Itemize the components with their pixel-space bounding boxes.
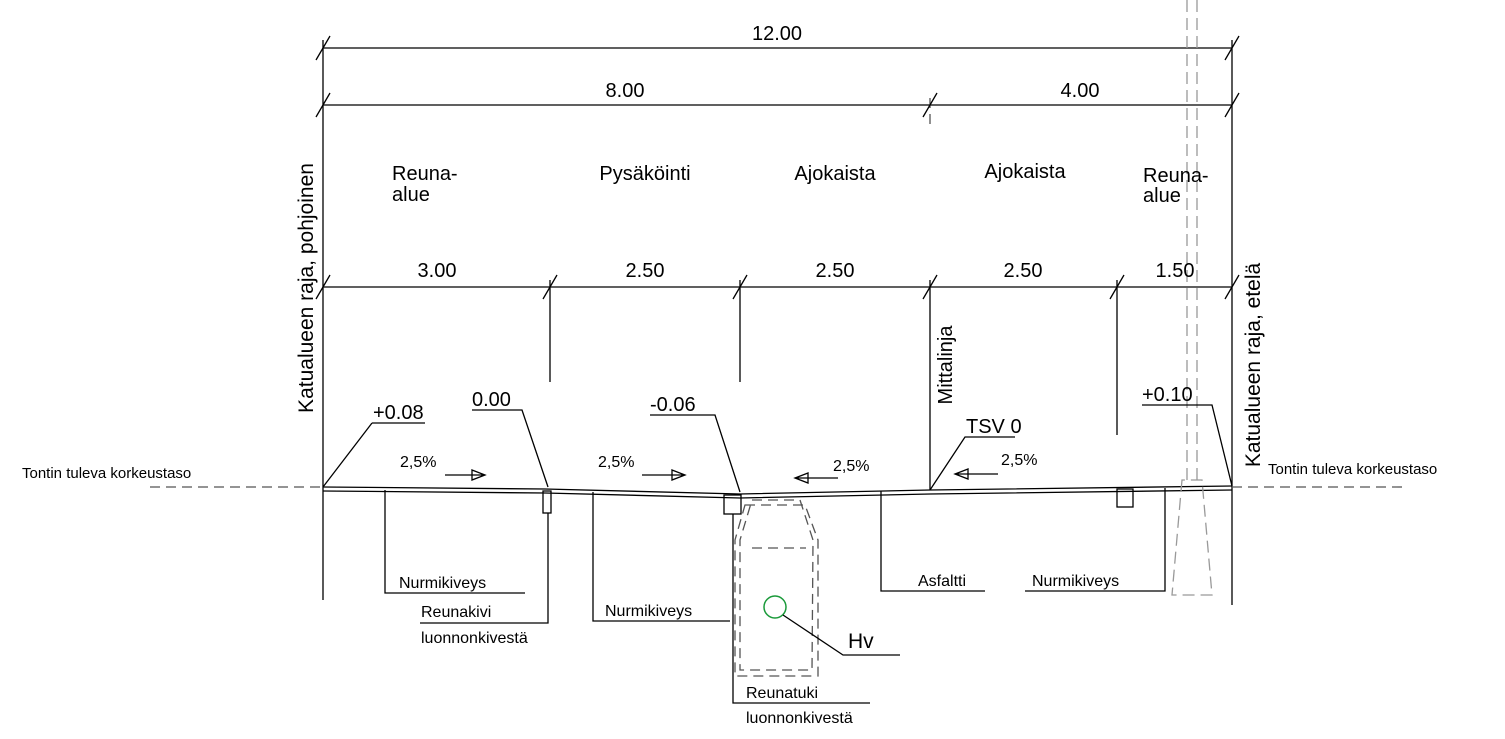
zone: Ajokaista — [984, 161, 1066, 183]
ground-level: Tontin tuleva korkeustaso — [1268, 461, 1437, 478]
measure-line: Mittalinja — [935, 325, 957, 405]
boundary: Katualueen raja, etelä — [1242, 263, 1265, 468]
dim: 12.00 — [752, 23, 802, 45]
zone: alue — [392, 184, 430, 206]
zone: Reuna- — [392, 163, 458, 185]
labels: 12.00 8.00 4.00 3.00 2.50 2.50 2.50 1.50… — [22, 23, 1437, 727]
material: Nurmikiveys — [399, 575, 486, 592]
zone: alue — [1143, 185, 1181, 207]
slope: 2,5% — [1001, 452, 1037, 469]
ground-level: Tontin tuleva korkeustaso — [22, 465, 191, 482]
slope: 2,5% — [598, 454, 634, 471]
level: -0.06 — [650, 394, 696, 416]
dim: 1.50 — [1156, 260, 1195, 282]
dim: 3.00 — [418, 260, 457, 282]
dim: 8.00 — [606, 80, 645, 102]
zone: Reuna- — [1143, 165, 1209, 187]
slope: 2,5% — [833, 458, 869, 475]
material: Nurmikiveys — [605, 603, 692, 620]
dim: 2.50 — [626, 260, 665, 282]
dim: 2.50 — [816, 260, 855, 282]
level: +0.08 — [373, 402, 424, 424]
level: TSV 0 — [966, 416, 1022, 438]
material: Asfaltti — [918, 573, 966, 590]
material: luonnonkivestä — [421, 630, 528, 647]
lines — [150, 0, 1405, 704]
zone: Pysäköinti — [599, 163, 690, 185]
dim: 2.50 — [1004, 260, 1043, 282]
boundary: Katualueen raja, pohjoinen — [295, 163, 318, 413]
dim: 4.00 — [1061, 80, 1100, 102]
material: Reunatuki — [746, 685, 818, 702]
level: +0.10 — [1142, 384, 1193, 406]
material: Reunakivi — [421, 604, 491, 621]
level: 0.00 — [472, 389, 511, 411]
material: Nurmikiveys — [1032, 573, 1119, 590]
hydrant: Hv — [848, 630, 874, 653]
slope: 2,5% — [400, 454, 436, 471]
material: luonnonkivestä — [746, 710, 853, 727]
zone: Ajokaista — [794, 163, 876, 185]
